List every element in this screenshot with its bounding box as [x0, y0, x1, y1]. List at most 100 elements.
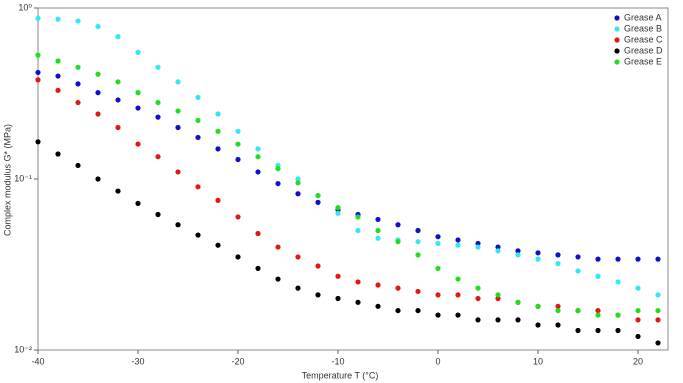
data-point [155, 211, 161, 218]
data-point [195, 117, 201, 124]
data-point [635, 307, 641, 314]
data-point [395, 239, 401, 245]
data-point [435, 312, 441, 318]
data-point [555, 322, 561, 328]
x-axis-label: Temperature T (°C) [302, 370, 379, 380]
data-point [335, 210, 341, 216]
legend-label: Grease A [624, 12, 662, 22]
data-point [555, 261, 561, 267]
data-point [175, 108, 181, 114]
data-point [575, 307, 581, 314]
data-point [415, 307, 421, 314]
data-point [115, 188, 121, 194]
data-point [515, 248, 521, 254]
x-tick-label: -30 [131, 356, 144, 366]
data-point [655, 307, 661, 314]
data-point [55, 151, 61, 157]
data-point [195, 94, 201, 101]
data-point [235, 254, 241, 260]
data-point [195, 184, 201, 190]
data-point [175, 169, 181, 175]
data-point [555, 303, 561, 309]
data-point [475, 295, 481, 302]
data-point [415, 288, 421, 295]
legend-label: Grease B [624, 23, 662, 33]
data-point [95, 23, 101, 30]
data-point [135, 49, 141, 55]
data-point [135, 105, 141, 111]
data-point [435, 240, 441, 247]
data-point [455, 312, 461, 318]
data-point [395, 285, 401, 291]
data-point [195, 134, 201, 141]
data-point [135, 90, 141, 96]
data-point [275, 276, 281, 282]
data-point [315, 263, 321, 269]
y-tick-label: 10⁰ [18, 2, 32, 12]
data-point [175, 79, 181, 85]
data-point [215, 111, 221, 117]
data-point [615, 327, 621, 334]
data-point [475, 317, 481, 323]
data-point [595, 273, 601, 279]
legend-marker [614, 37, 620, 43]
data-point [175, 124, 181, 131]
data-point [655, 292, 661, 298]
data-point [515, 252, 521, 258]
data-point [455, 237, 461, 243]
data-point [335, 295, 341, 302]
data-point [75, 18, 81, 24]
data-point [355, 214, 361, 220]
data-point [555, 252, 561, 258]
data-point [435, 265, 441, 272]
data-point [375, 303, 381, 309]
data-point [535, 303, 541, 309]
data-point [155, 114, 161, 120]
data-point [335, 205, 341, 211]
data-point [535, 256, 541, 262]
data-point [35, 77, 41, 83]
data-point [255, 265, 261, 272]
data-point [375, 282, 381, 288]
data-point [575, 327, 581, 334]
data-point [655, 317, 661, 323]
data-point [355, 279, 361, 285]
legend-marker [614, 48, 620, 54]
data-point [315, 199, 321, 205]
data-point [215, 197, 221, 203]
legend-marker [614, 59, 620, 65]
data-point [435, 292, 441, 298]
data-point [75, 162, 81, 169]
plot-frame [37, 7, 669, 351]
data-point [595, 256, 601, 262]
x-tick-label: 20 [633, 356, 643, 366]
data-point [175, 222, 181, 228]
data-point [615, 256, 621, 262]
data-point [295, 285, 301, 291]
data-point [35, 139, 41, 145]
y-axis-label: Complex modulus G* (MPa) [2, 124, 12, 236]
legend-marker [614, 26, 620, 32]
data-point [375, 235, 381, 241]
data-point [415, 239, 421, 245]
data-point [95, 176, 101, 182]
x-tick-label: 0 [435, 356, 440, 366]
data-point [275, 244, 281, 250]
data-point [355, 299, 361, 305]
data-point [415, 252, 421, 258]
data-point [295, 254, 301, 260]
data-point [215, 128, 221, 134]
data-point [495, 248, 501, 254]
x-tick-label: 10 [533, 356, 543, 366]
data-point [475, 244, 481, 250]
data-point [55, 58, 61, 64]
data-point [415, 227, 421, 234]
data-point [275, 166, 281, 172]
legend-label: Grease E [624, 56, 662, 66]
data-point [495, 295, 501, 302]
y-tick-label: 10⁻² [14, 344, 32, 354]
data-point [535, 322, 541, 328]
data-point [235, 214, 241, 220]
data-point [535, 250, 541, 256]
